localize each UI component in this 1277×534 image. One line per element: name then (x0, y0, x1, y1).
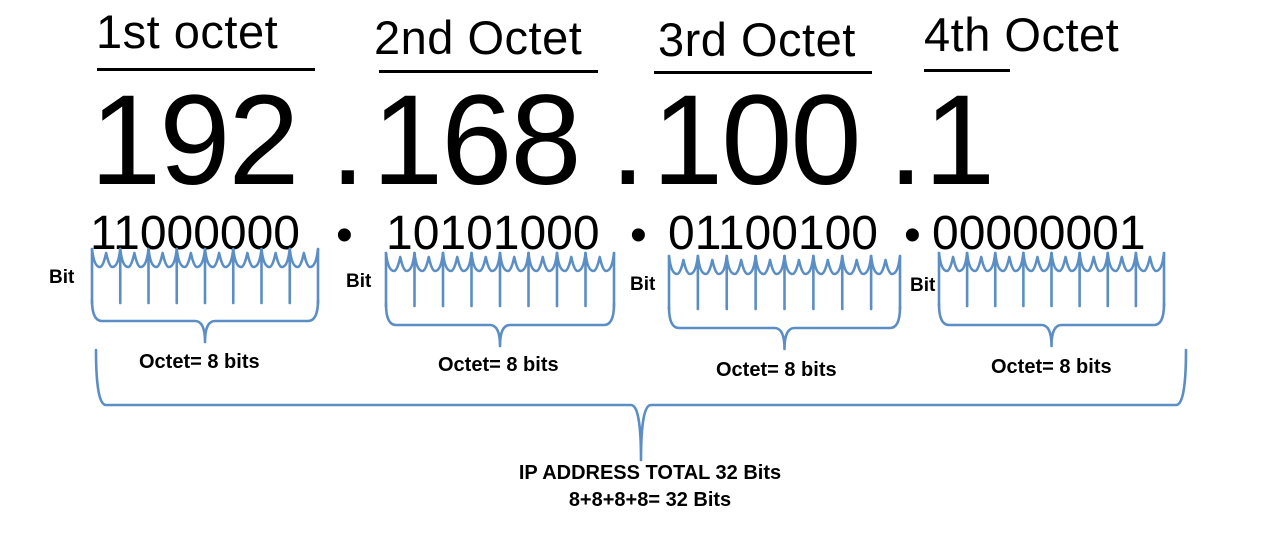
binary-dot-1: • (336, 209, 353, 262)
bit-brace-3-1 (667, 254, 700, 276)
bit-brace-3-5 (783, 254, 815, 276)
bit-brace-1-3 (147, 247, 179, 269)
octet-label-4: Octet= 8 bits (991, 356, 1112, 378)
bit-brace-2-3 (441, 251, 473, 273)
decimal-octet-3: 100 (652, 69, 862, 212)
binary-dot-3: • (904, 209, 921, 262)
bit-label-3: Bit (630, 274, 656, 295)
bit-label-1: Bit (49, 267, 75, 288)
header-underline-4 (924, 69, 1010, 72)
binary-dot-2: • (630, 209, 647, 262)
octet-brace-2 (384, 302, 616, 348)
bit-brace-2-8 (584, 251, 616, 273)
bit-brace-4-5 (1050, 251, 1081, 273)
bit-brace-3-7 (840, 254, 873, 276)
bit-brace-2-4 (470, 251, 502, 273)
octet-brace-1 (90, 298, 320, 344)
header-octet-1: 1st octet (96, 5, 279, 58)
header-octet-3: 3rd Octet (658, 13, 856, 66)
bit-brace-2-7 (555, 251, 587, 273)
header-octet-4: 4th Octet (924, 8, 1120, 61)
total-line-1: IP ADDRESS TOTAL 32 Bits (518, 462, 782, 484)
bit-label-4: Bit (910, 275, 936, 296)
decimal-octet-2: 168 (372, 69, 582, 212)
header-underline-2 (379, 70, 598, 73)
bit-brace-2-1 (384, 251, 416, 273)
bit-brace-2-5 (498, 251, 530, 273)
bit-brace-4-3 (993, 251, 1025, 273)
bit-brace-4-7 (1106, 251, 1138, 273)
bit-brace-1-4 (175, 247, 207, 269)
octet-label-1: Octet= 8 bits (139, 351, 260, 373)
bit-brace-1-7 (260, 247, 292, 269)
decimal-dot-1: . (330, 69, 366, 212)
binary-octet-4: 00000001 (932, 207, 1146, 260)
octet-label-3: Octet= 8 bits (716, 359, 837, 381)
total-label: IP ADDRESS TOTAL 32 Bits 8+8+8+8= 32 Bit… (450, 460, 850, 514)
total-line-2: 8+8+8+8= 32 Bits (568, 489, 732, 511)
decimal-dot-2: . (610, 69, 646, 212)
decimal-octet-1: 192 (90, 69, 300, 212)
bit-brace-3-2 (696, 254, 729, 276)
binary-octet-2: 10101000 (386, 207, 600, 260)
bit-brace-4-8 (1134, 251, 1166, 273)
binary-octet-1: 11000000 (90, 207, 300, 260)
bit-brace-4-4 (1022, 251, 1053, 273)
bit-brace-4-6 (1078, 251, 1110, 273)
decimal-octet-4: 1 (924, 69, 995, 212)
bit-label-2: Bit (346, 271, 372, 292)
bit-brace-2-6 (527, 251, 559, 273)
bit-brace-1-2 (118, 247, 150, 269)
binary-octet-3: 01100100 (668, 207, 878, 260)
bit-brace-3-4 (754, 254, 786, 276)
octet-brace-4 (937, 302, 1166, 348)
header-underline-1 (97, 68, 315, 71)
bit-brace-3-8 (869, 254, 902, 276)
header-underline-3 (654, 71, 872, 74)
bit-brace-1-8 (288, 247, 320, 269)
bit-brace-1-1 (90, 247, 122, 269)
bit-brace-4-2 (965, 251, 997, 273)
bit-brace-1-6 (231, 247, 263, 269)
bit-brace-3-6 (812, 254, 844, 276)
bit-brace-2-2 (413, 251, 445, 273)
bit-brace-4-1 (937, 251, 969, 273)
octet-label-2: Octet= 8 bits (438, 354, 559, 376)
header-octet-2: 2nd Octet (374, 11, 583, 64)
bit-brace-1-5 (203, 247, 235, 269)
total-brace (94, 348, 1188, 462)
decimal-dot-3: . (888, 69, 924, 212)
octet-brace-3 (667, 305, 902, 351)
bit-brace-3-3 (725, 254, 757, 276)
